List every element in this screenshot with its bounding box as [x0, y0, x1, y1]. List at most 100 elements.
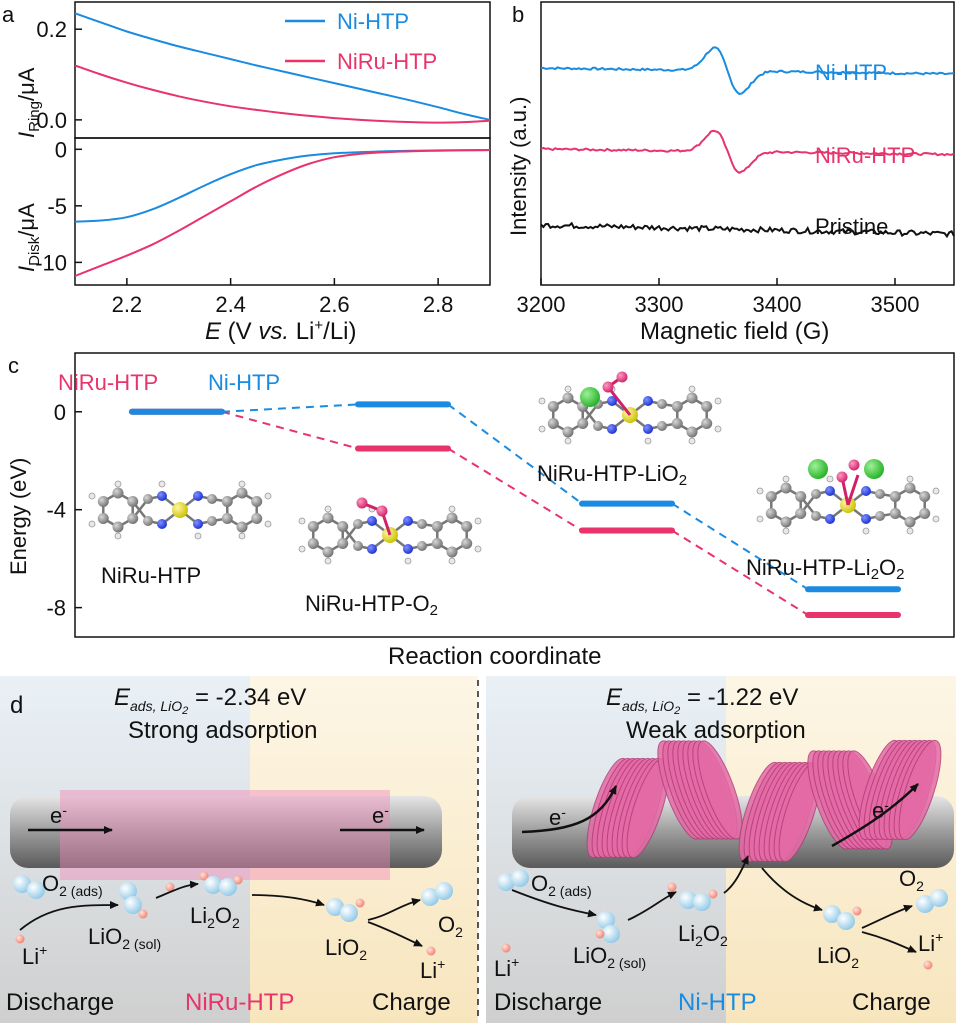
- oxygen-atom-icon: [836, 471, 848, 483]
- o2-molecule-icon: [27, 881, 45, 899]
- structure-label-niru-htp-lio2: NiRu-HTP-LiO2: [537, 461, 687, 489]
- y-tick-label: -8: [46, 596, 66, 621]
- oxygen-atom-icon: [602, 381, 614, 393]
- o2-molecule-icon: [435, 882, 453, 900]
- hydrogen-atom-icon: [88, 520, 96, 528]
- carbon-atom-icon: [207, 516, 217, 526]
- hydrogen-atom-icon: [448, 557, 456, 565]
- nitrogen-atom-icon: [403, 516, 413, 526]
- x-tick-label: 2.2: [112, 292, 143, 317]
- right-reaction-arrow: [627, 891, 677, 921]
- hydrogen-atom-icon: [564, 437, 572, 445]
- lio2-molecule-icon: [124, 896, 142, 914]
- molecule-niru-htp-lio2: [538, 371, 722, 445]
- left-o2-ads: O2 (ads): [42, 871, 103, 899]
- nitrogen-atom-icon: [367, 544, 377, 554]
- panel-b-axis: 3200 3300 3400 3500: [517, 278, 919, 317]
- right-reaction-arrow: [511, 889, 597, 918]
- hydrogen-atom-icon: [782, 527, 790, 535]
- carbon-atom-icon: [686, 392, 698, 404]
- left-lio2-sol: LiO2 (sol): [88, 924, 161, 952]
- o2-molecule-icon: [13, 875, 31, 893]
- li-atom-icon: [426, 946, 436, 956]
- hydrogen-atom-icon: [448, 505, 456, 513]
- li-atom-icon: [165, 882, 175, 892]
- o2-molecule-icon: [511, 869, 529, 887]
- right-li2o2-toroids: [586, 739, 942, 863]
- carbon-atom-icon: [322, 512, 334, 524]
- li2o2-molecule-icon: [693, 893, 711, 911]
- right-charge-label: Charge: [852, 989, 931, 1016]
- hydrogen-atom-icon: [538, 425, 546, 433]
- li2o2-molecule-icon: [204, 876, 222, 894]
- y-tick-label: 0: [55, 137, 67, 162]
- carbon-atom-icon: [431, 538, 443, 549]
- panel-b-xlabel: Magnetic field (G): [640, 318, 829, 345]
- left-li-plus-1: Li+: [22, 942, 47, 969]
- structure-label-niru-htp-li2o2: NiRu-HTP-Li2O2: [746, 555, 905, 583]
- panel-a-top-ylabel: IRing/μA: [14, 67, 43, 138]
- o2-molecule-icon: [497, 873, 515, 891]
- energy-connector-niru-htp: [671, 529, 809, 616]
- energy-connector-niru-htp: [447, 447, 583, 532]
- carbon-atom-icon: [904, 482, 916, 494]
- carbon-atom-icon: [322, 546, 334, 558]
- right-reaction-arrow: [761, 867, 823, 912]
- hydrogen-atom-icon: [298, 517, 306, 525]
- oxygen-atom-icon: [848, 459, 860, 471]
- hydrogen-atom-icon: [264, 492, 272, 500]
- hydrogen-atom-icon: [114, 480, 122, 488]
- right-o2-ads: O2 (ads): [531, 871, 592, 899]
- lio2-molecule-icon: [340, 904, 358, 922]
- left-o2: O2: [438, 912, 463, 940]
- hydrogen-atom-icon: [714, 425, 722, 433]
- carbon-atom-icon: [251, 496, 263, 507]
- carbon-atom-icon: [112, 521, 124, 533]
- hydrogen-atom-icon: [158, 480, 166, 488]
- lithium-atom-icon: [580, 387, 600, 407]
- carbon-atom-icon: [671, 401, 683, 412]
- carbon-atom-icon: [780, 482, 792, 494]
- carbon-atom-icon: [337, 538, 349, 549]
- carbon-atom-icon: [143, 516, 153, 526]
- legend-label-ni-htp: Ni-HTP: [337, 9, 409, 34]
- left-electron-label-2: e-: [372, 802, 389, 828]
- nitrogen-atom-icon: [825, 514, 835, 524]
- o2-molecule-icon: [916, 895, 934, 913]
- panel-b: b 3200 3300 3400 3500 Ni-HTP NiRu-HTP Prist…: [506, 1, 955, 345]
- panel-label-d: d: [10, 692, 23, 719]
- carbon-atom-icon: [417, 519, 427, 529]
- carbon-atom-icon: [97, 513, 109, 524]
- carbon-atom-icon: [446, 546, 458, 558]
- hydrogen-atom-icon: [782, 475, 790, 483]
- series-line-ni-htp: [74, 149, 491, 223]
- o2-molecule-icon: [421, 888, 439, 906]
- nitrogen-atom-icon: [157, 491, 167, 501]
- x-tick-label: 3300: [635, 292, 684, 317]
- hydrogen-atom-icon: [756, 487, 764, 495]
- li-atom-icon: [501, 943, 511, 953]
- li2o2-molecule-icon: [219, 878, 237, 896]
- right-electron-arrow-2: [831, 783, 919, 848]
- nitrogen-atom-icon: [367, 516, 377, 526]
- nitrogen-atom-icon: [193, 491, 203, 501]
- carbon-atom-icon: [919, 491, 931, 502]
- oxygen-atom-icon: [356, 497, 368, 509]
- panel-label-c: c: [8, 353, 19, 378]
- right-adsorption-label: Weak adsorption: [626, 717, 806, 744]
- molecule-niru-htp-o2: [298, 497, 482, 565]
- hydrogen-atom-icon: [564, 385, 572, 393]
- molecule-niru-htp-li2o2: [756, 459, 940, 535]
- legend-label-niru-htp: NiRu-HTP: [337, 49, 437, 74]
- left-lio2: LiO2: [325, 935, 367, 963]
- hydrogen-atom-icon: [826, 475, 834, 483]
- carbon-atom-icon: [657, 421, 667, 431]
- carbon-atom-icon: [461, 538, 473, 549]
- legend-ni-htp: Ni-HTP: [208, 370, 280, 395]
- structure-label-niru-htp: NiRu-HTP: [101, 563, 201, 588]
- right-li-plus-1: Li+: [494, 954, 519, 981]
- left-discharge-label: Discharge: [6, 989, 114, 1016]
- x-tick-label: 3200: [517, 292, 566, 317]
- carbon-atom-icon: [337, 521, 349, 532]
